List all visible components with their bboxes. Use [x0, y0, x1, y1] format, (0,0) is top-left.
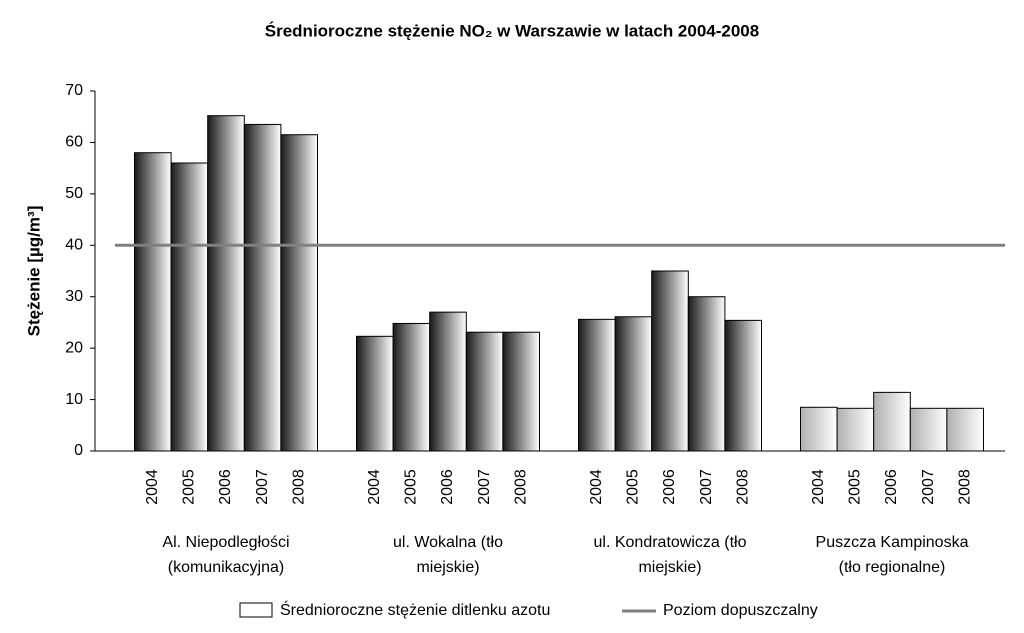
x-tick-label: 2006 [883, 469, 900, 505]
x-tick-label: 2007 [698, 469, 715, 505]
x-tick-label: 2007 [920, 469, 937, 505]
chart-title: Średnioroczne stężenie NO₂ w Warszawie w… [265, 21, 759, 40]
x-tick-label: 2005 [403, 469, 420, 505]
bar [724, 319, 763, 452]
legend-label: Średnioroczne stężenie ditlenku azotu [280, 600, 550, 619]
y-tick-label: 20 [65, 339, 83, 356]
group-label: ul. Wokalna (tło [393, 534, 503, 551]
bar [873, 391, 911, 452]
group-label: ul. Kondratowicza (tło [594, 534, 747, 551]
x-tick-label: 2005 [847, 469, 864, 505]
bar [651, 270, 689, 452]
bar [429, 311, 467, 452]
y-axis-label: Stężenie [µg/m³] [24, 206, 43, 337]
x-tick-label: 2007 [476, 469, 493, 505]
bar [614, 316, 653, 452]
bar [207, 115, 245, 452]
group-label: Al. Niepodległości [162, 534, 289, 551]
group-label: Puszcza Kampinoska [816, 534, 969, 551]
y-tick-label: 30 [65, 288, 83, 305]
x-tick-label: 2004 [144, 469, 161, 505]
bar [800, 406, 838, 452]
group-label: miejskie) [416, 559, 479, 576]
bar [687, 296, 726, 452]
y-tick-label: 40 [65, 237, 83, 254]
y-tick-label: 10 [65, 391, 83, 408]
group-label: miejskie) [638, 559, 701, 576]
x-tick-label: 2008 [290, 469, 307, 505]
bar [465, 331, 504, 452]
x-tick-label: 2004 [366, 469, 383, 505]
bar [356, 335, 394, 452]
y-tick-label: 60 [65, 134, 83, 151]
x-tick-label: 2008 [956, 469, 973, 505]
bar [170, 162, 209, 452]
y-tick-label: 70 [65, 82, 83, 99]
bar [578, 318, 616, 452]
x-tick-label: 2006 [439, 469, 456, 505]
group-label: (tło regionalne) [839, 559, 946, 576]
legend-label: Poziom dopuszczalny [663, 602, 818, 619]
x-tick-label: 2005 [181, 469, 198, 505]
group-label: (komunikacyjna) [168, 559, 284, 576]
x-tick-label: 2005 [625, 469, 642, 505]
bar [946, 407, 985, 452]
bar [280, 134, 318, 452]
x-tick-label: 2004 [588, 469, 605, 505]
x-tick-label: 2007 [254, 469, 271, 505]
bar [243, 123, 282, 452]
bar [502, 331, 540, 452]
legend-swatch [239, 602, 273, 618]
x-tick-label: 2008 [734, 469, 751, 505]
x-tick-label: 2008 [512, 469, 529, 505]
bar [909, 407, 948, 452]
x-tick-label: 2004 [810, 469, 827, 505]
bar [836, 407, 875, 452]
y-tick-label: 0 [74, 442, 83, 459]
bar [392, 322, 431, 452]
bar [134, 152, 172, 452]
x-tick-label: 2006 [661, 469, 678, 505]
y-tick-label: 50 [65, 185, 83, 202]
x-tick-label: 2006 [217, 469, 234, 505]
